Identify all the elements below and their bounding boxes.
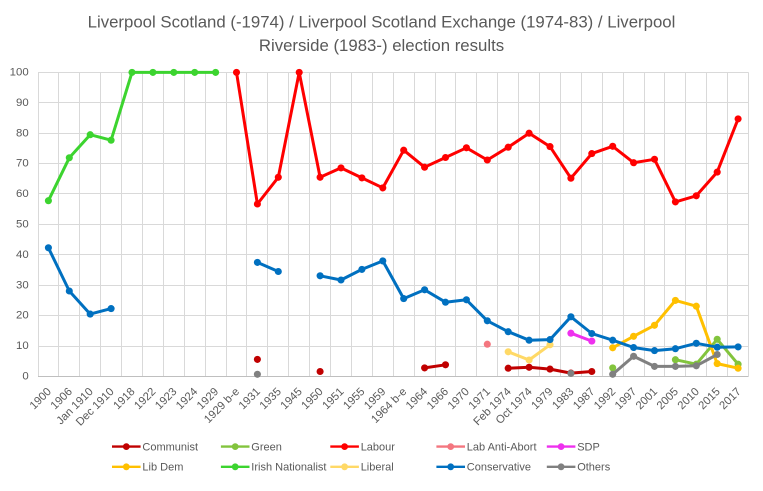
- svg-text:Conservative: Conservative: [467, 462, 531, 474]
- svg-text:Lab Anti-Abort: Lab Anti-Abort: [467, 441, 537, 453]
- svg-text:10: 10: [16, 340, 29, 352]
- svg-text:60: 60: [16, 188, 29, 200]
- svg-text:40: 40: [16, 249, 29, 261]
- svg-text:Communist: Communist: [142, 441, 198, 453]
- svg-text:30: 30: [16, 279, 29, 291]
- svg-text:0: 0: [22, 371, 28, 383]
- svg-text:Liberal: Liberal: [361, 462, 394, 474]
- svg-text:50: 50: [16, 219, 29, 231]
- svg-text:SDP: SDP: [577, 441, 600, 453]
- svg-text:90: 90: [16, 97, 29, 109]
- svg-text:20: 20: [16, 310, 29, 322]
- svg-text:Labour: Labour: [361, 441, 396, 453]
- svg-text:100: 100: [10, 67, 29, 79]
- svg-text:70: 70: [16, 158, 29, 170]
- svg-text:Others: Others: [577, 462, 611, 474]
- svg-text:Riverside (1983-) election res: Riverside (1983-) election results: [259, 36, 504, 55]
- svg-text:Irish Nationalist: Irish Nationalist: [251, 462, 326, 474]
- svg-text:80: 80: [16, 127, 29, 139]
- svg-text:Green: Green: [251, 441, 282, 453]
- svg-text:Liverpool Scotland (-1974) / L: Liverpool Scotland (-1974) / Liverpool S…: [88, 13, 676, 32]
- svg-text:Lib Dem: Lib Dem: [142, 462, 183, 474]
